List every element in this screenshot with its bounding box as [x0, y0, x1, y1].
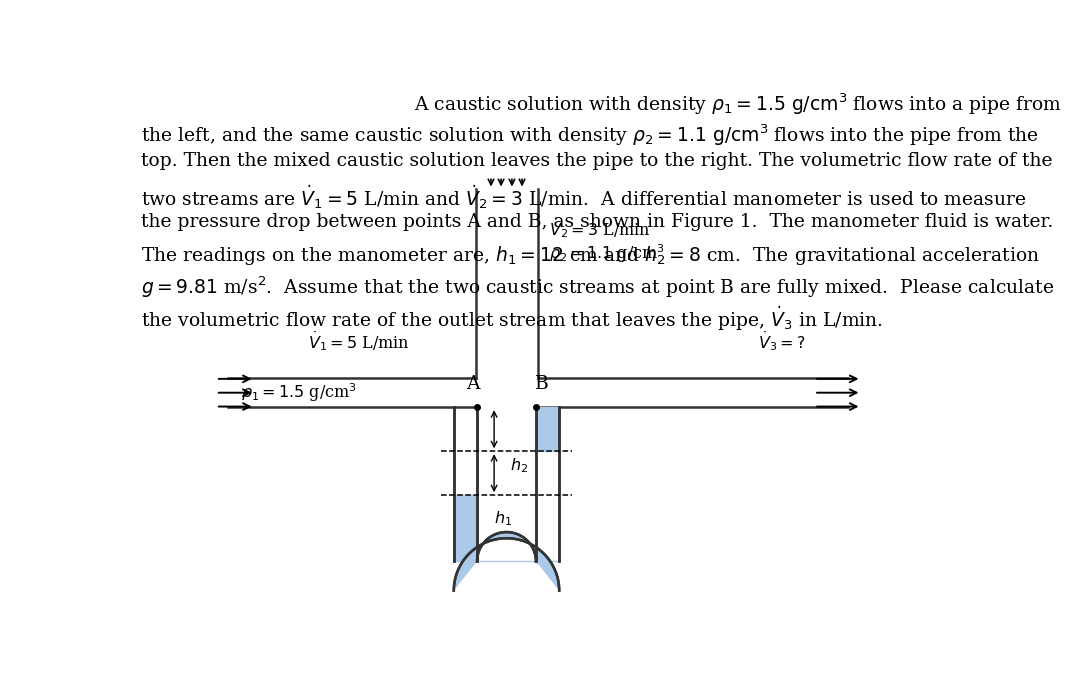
Text: $g = 9.81$ m/s$^2$.  Assume that the two caustic streams at point B are fully mi: $g = 9.81$ m/s$^2$. Assume that the two … [141, 274, 1054, 299]
Text: the left, and the same caustic solution with density $\rho_2 = 1.1\ \mathrm{g/cm: the left, and the same caustic solution … [141, 122, 1038, 148]
Text: two streams are $\dot{V}_1 = 5$ L/min and $\dot{V}_2 = 3$ L/min.  A differential: two streams are $\dot{V}_1 = 5$ L/min an… [141, 183, 1027, 211]
Text: A caustic solution with density $\rho_1 = 1.5\ \mathrm{g/cm^3}$ flows into a pip: A caustic solution with density $\rho_1 … [413, 91, 1062, 117]
Text: $\dot{V}_3 =?$: $\dot{V}_3 =?$ [758, 330, 806, 353]
Text: A: A [466, 376, 480, 394]
Polygon shape [454, 532, 560, 590]
Text: $\dot{V}_1 = 5$ L/min: $\dot{V}_1 = 5$ L/min [309, 330, 410, 353]
Text: $h_1$: $h_1$ [494, 509, 512, 528]
Text: $\dot{V}_2 = 3$ L/min: $\dot{V}_2 = 3$ L/min [549, 216, 651, 240]
Text: $\rho_1 = 1.5$ g/cm$^3$: $\rho_1 = 1.5$ g/cm$^3$ [241, 381, 357, 404]
Text: top. Then the mixed caustic solution leaves the pipe to the right. The volumetri: top. Then the mixed caustic solution lea… [141, 152, 1052, 170]
Text: the volumetric flow rate of the outlet stream that leaves the pipe, $\dot{V}_3$ : the volumetric flow rate of the outlet s… [141, 304, 882, 333]
Text: B: B [535, 376, 549, 394]
Text: the pressure drop between points A and B, as shown in Figure 1.  The manometer f: the pressure drop between points A and B… [141, 213, 1053, 231]
Text: $h_2$: $h_2$ [510, 457, 527, 475]
Text: The readings on the manometer are, $h_1 = 12$ cm and $h_2 = 8$ cm.  The gravitat: The readings on the manometer are, $h_1 … [141, 244, 1040, 267]
Text: $\rho_2 = 1.1$ g/cm$^3$: $\rho_2 = 1.1$ g/cm$^3$ [549, 242, 665, 265]
